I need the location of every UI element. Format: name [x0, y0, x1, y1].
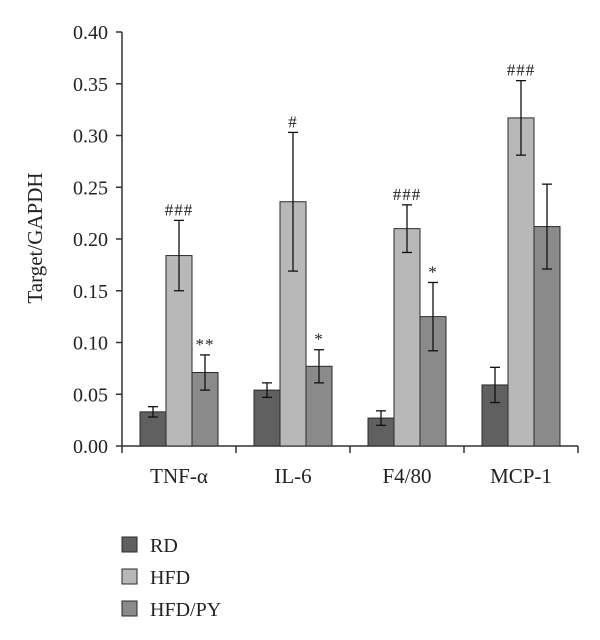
- bar: [253, 389, 281, 447]
- legend-label: HFD/PY: [150, 599, 221, 621]
- bar: [393, 228, 421, 447]
- significance-label: *: [314, 330, 324, 349]
- legend-swatch: [121, 568, 138, 585]
- y-axis: 0.00 0.05 0.10 0.15 0.20 0.25 0.30 0.35 0.40: [73, 22, 123, 458]
- y-tick-label: 0.15: [73, 281, 108, 303]
- significance-label: ###: [393, 185, 422, 204]
- x-category-label: F4/80: [382, 464, 431, 488]
- bar: [191, 372, 219, 447]
- y-tick-label: 0.25: [73, 177, 108, 199]
- bar: [507, 117, 535, 447]
- bar-group-2: ### *: [367, 185, 447, 447]
- x-category-label: TNF-α: [150, 464, 208, 488]
- y-tick-label: 0.35: [73, 74, 108, 96]
- legend-label: HFD: [150, 567, 190, 589]
- significance-label: ###: [165, 200, 194, 219]
- significance-label: #: [288, 112, 298, 131]
- bar-group-0: ### **: [139, 200, 219, 447]
- bar: [139, 411, 167, 447]
- significance-label: ###: [507, 61, 536, 80]
- y-tick-label: 0.20: [73, 229, 108, 251]
- significance-label: **: [196, 335, 215, 354]
- legend-swatch: [121, 536, 138, 553]
- significance-label: *: [428, 262, 438, 281]
- legend-label: RD: [150, 535, 178, 557]
- y-tick-label: 0.40: [73, 22, 108, 44]
- y-tick-label: 0.10: [73, 333, 108, 355]
- x-category-label: MCP-1: [490, 464, 552, 488]
- y-tick-label: 0.30: [73, 126, 108, 148]
- x-axis: TNF-α IL-6 F4/80 MCP-1: [121, 445, 579, 488]
- x-category-label: IL-6: [274, 464, 311, 488]
- bar-groups: ###**#*###*###: [139, 61, 561, 447]
- y-tick-label: 0.05: [73, 384, 108, 406]
- bar-group-1: #*: [253, 112, 333, 447]
- y-tick-label: 0.00: [73, 436, 108, 458]
- bar-group-3: ###: [481, 61, 561, 447]
- y-axis-title: Target/GAPDH: [23, 172, 47, 303]
- legend: RD HFD HFD/PY: [121, 535, 221, 621]
- legend-swatch: [121, 600, 138, 617]
